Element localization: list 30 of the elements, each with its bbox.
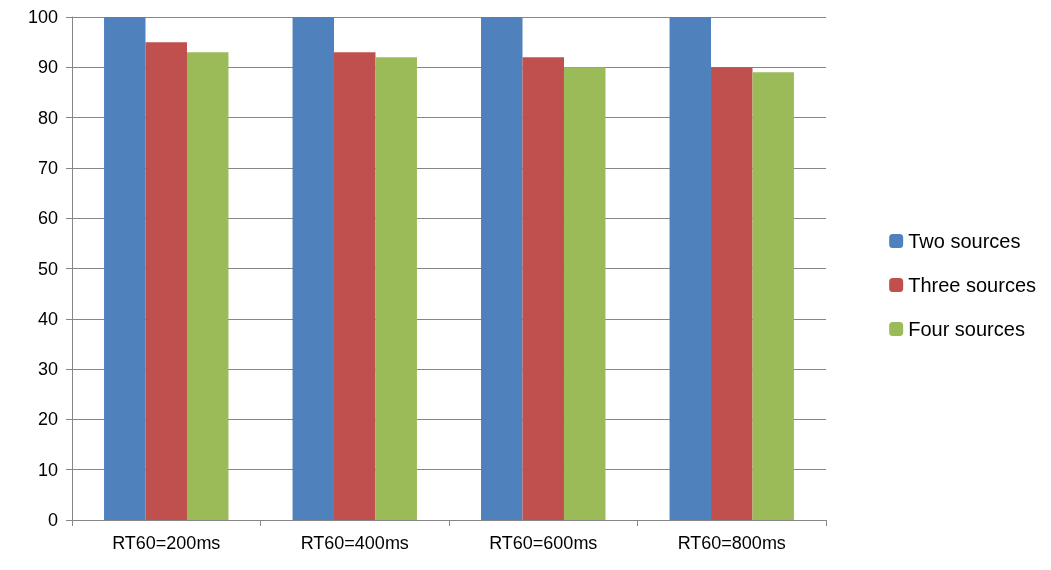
x-tick-label: RT60=600ms <box>489 533 598 553</box>
legend-label: Two sources <box>908 230 1021 252</box>
bar <box>186 52 229 520</box>
x-tick-label: RT60=800ms <box>677 533 786 553</box>
bar <box>145 42 187 520</box>
bar <box>292 17 335 520</box>
y-tick-label: 50 <box>37 258 58 279</box>
legend-label: Three sources <box>908 274 1037 296</box>
x-tick-label: RT60=400ms <box>300 533 409 553</box>
bar <box>334 52 376 520</box>
y-tick-label: 40 <box>37 308 58 329</box>
y-tick-label: 100 <box>27 7 58 27</box>
bar <box>711 67 753 520</box>
y-tick-label: 20 <box>37 409 58 430</box>
bar <box>104 17 146 520</box>
bar <box>563 67 606 520</box>
bar <box>375 57 417 520</box>
y-tick-label: 70 <box>37 157 58 178</box>
bar <box>481 17 523 520</box>
bar <box>522 57 564 520</box>
y-tick-label: 0 <box>47 510 58 530</box>
x-tick-label: RT60=200ms <box>112 533 221 553</box>
y-tick-label: 60 <box>37 208 58 229</box>
y-tick-label: 90 <box>37 57 58 78</box>
y-tick-label: 80 <box>37 107 58 128</box>
bar <box>669 17 712 520</box>
y-tick-label: 10 <box>37 459 58 480</box>
bar <box>752 72 794 520</box>
y-tick-label: 30 <box>37 359 58 380</box>
legend-label: Four sources <box>908 318 1025 340</box>
